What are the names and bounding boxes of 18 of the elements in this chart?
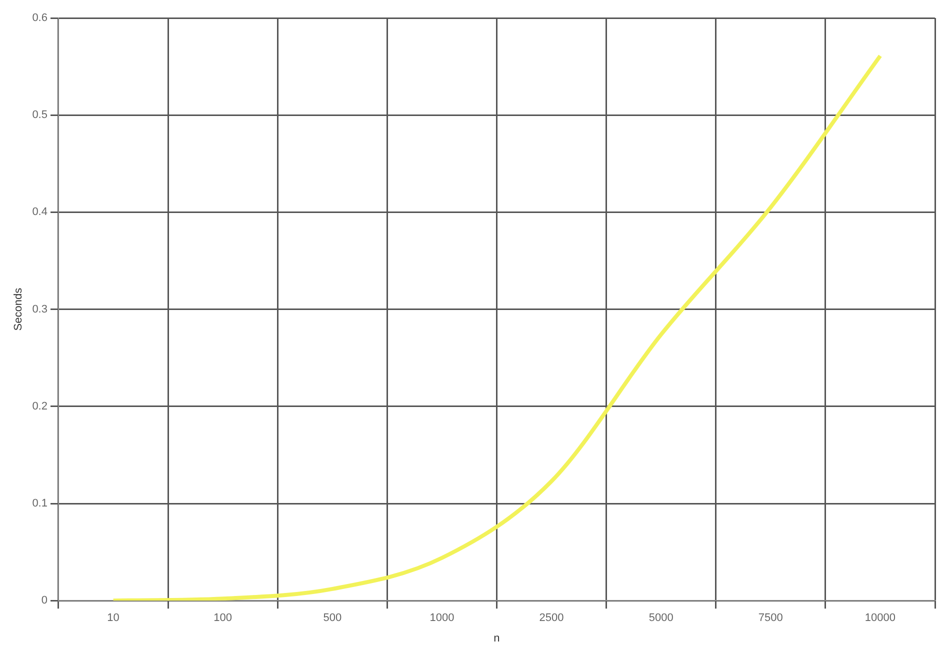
- y-tick-label: 0: [41, 594, 48, 607]
- line-series: [111, 54, 882, 601]
- y-tick-label: 0.2: [32, 400, 48, 412]
- y-axis-title: Seconds: [12, 287, 25, 331]
- x-tick-label: 500: [323, 612, 342, 624]
- y-tick-label: 0.6: [32, 12, 48, 24]
- x-tick-label: 10000: [864, 612, 896, 624]
- x-tick-label: 7500: [758, 612, 783, 624]
- y-tick-label: 0.1: [32, 498, 48, 510]
- x-axis-title: n: [494, 632, 500, 644]
- y-tick-label: 0.5: [32, 109, 48, 122]
- x-tick-label: 100: [214, 612, 232, 624]
- x-tick-label: 10: [107, 612, 120, 624]
- x-tick-label: 5000: [648, 612, 674, 624]
- y-tick-label: 0.3: [32, 303, 48, 316]
- x-tick-label: 2500: [539, 612, 564, 624]
- y-tick-label: 0.4: [32, 206, 48, 218]
- x-tick-label: 1000: [430, 612, 454, 624]
